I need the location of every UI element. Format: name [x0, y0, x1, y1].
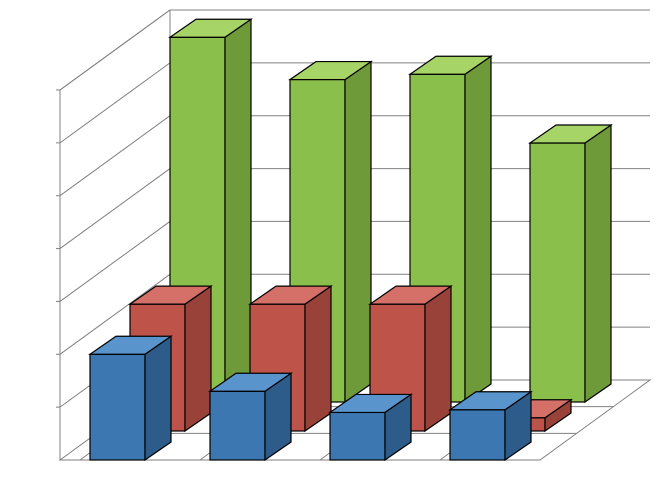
bar-green-3	[530, 125, 611, 402]
bar-blue-3	[450, 392, 531, 460]
bar-blue-2	[330, 394, 411, 460]
bar-blue-0	[90, 336, 171, 460]
bar-blue-1	[210, 373, 291, 460]
bar-chart-3d	[0, 0, 667, 500]
